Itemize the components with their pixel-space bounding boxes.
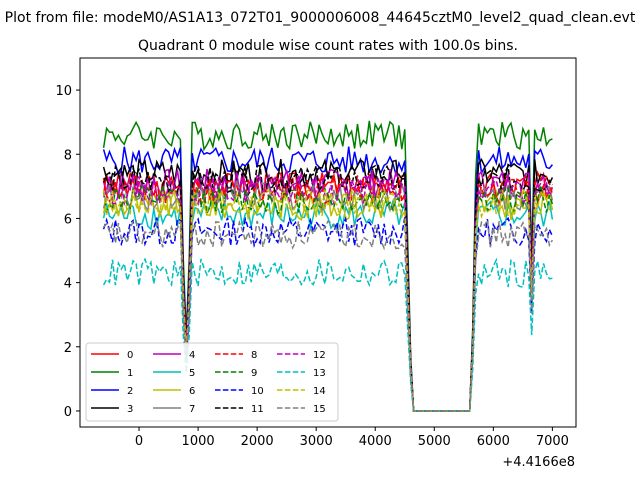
x-tick-label: 0 bbox=[135, 434, 143, 449]
legend-label: 12 bbox=[313, 350, 326, 361]
legend-label: 4 bbox=[189, 350, 195, 361]
y-tick-label: 6 bbox=[64, 212, 72, 227]
legend-label: 9 bbox=[251, 368, 257, 379]
chart-suptitle: Plot from file: modeM0/AS1A13_072T01_900… bbox=[5, 10, 636, 26]
x-tick-label: 5000 bbox=[418, 434, 451, 449]
x-tick-label: 1000 bbox=[182, 434, 215, 449]
chart-title: Quadrant 0 module wise count rates with … bbox=[138, 38, 518, 54]
y-tick-label: 2 bbox=[64, 341, 72, 356]
legend-label: 11 bbox=[251, 404, 264, 415]
x-offset-label: +4.4166e8 bbox=[502, 455, 575, 470]
y-tick-label: 10 bbox=[55, 84, 72, 99]
y-tick-label: 8 bbox=[64, 148, 72, 163]
series-9-line bbox=[102, 182, 554, 412]
y-tick-label: 4 bbox=[64, 277, 72, 292]
series-2-line bbox=[102, 146, 553, 412]
series-1-line bbox=[102, 120, 553, 412]
legend-label: 7 bbox=[189, 404, 195, 415]
axes-frame bbox=[79, 57, 577, 428]
x-tick-label: 3000 bbox=[300, 434, 333, 449]
legend-label: 10 bbox=[251, 386, 264, 397]
y-tick-label: 0 bbox=[64, 405, 72, 420]
x-tick-label: 4000 bbox=[359, 434, 392, 449]
legend-label: 1 bbox=[127, 368, 133, 379]
legend-label: 2 bbox=[127, 386, 133, 397]
legend-label: 6 bbox=[189, 386, 195, 397]
series-12-line bbox=[102, 172, 553, 412]
legend-label: 8 bbox=[251, 350, 257, 361]
legend-label: 0 bbox=[127, 350, 133, 361]
legend-label: 14 bbox=[313, 386, 326, 397]
x-tick-label: 7000 bbox=[536, 434, 569, 449]
legend-label: 5 bbox=[189, 368, 195, 379]
series-13-line bbox=[102, 257, 553, 412]
x-tick-label: 2000 bbox=[241, 434, 274, 449]
legend-label: 3 bbox=[127, 404, 133, 415]
x-tick-label: 6000 bbox=[477, 434, 510, 449]
series-14-line bbox=[102, 186, 553, 412]
legend-label: 15 bbox=[313, 404, 326, 415]
series-15-line bbox=[103, 217, 554, 412]
legend-box bbox=[85, 342, 339, 422]
legend-label: 13 bbox=[313, 368, 326, 379]
plot-lines bbox=[102, 120, 554, 412]
